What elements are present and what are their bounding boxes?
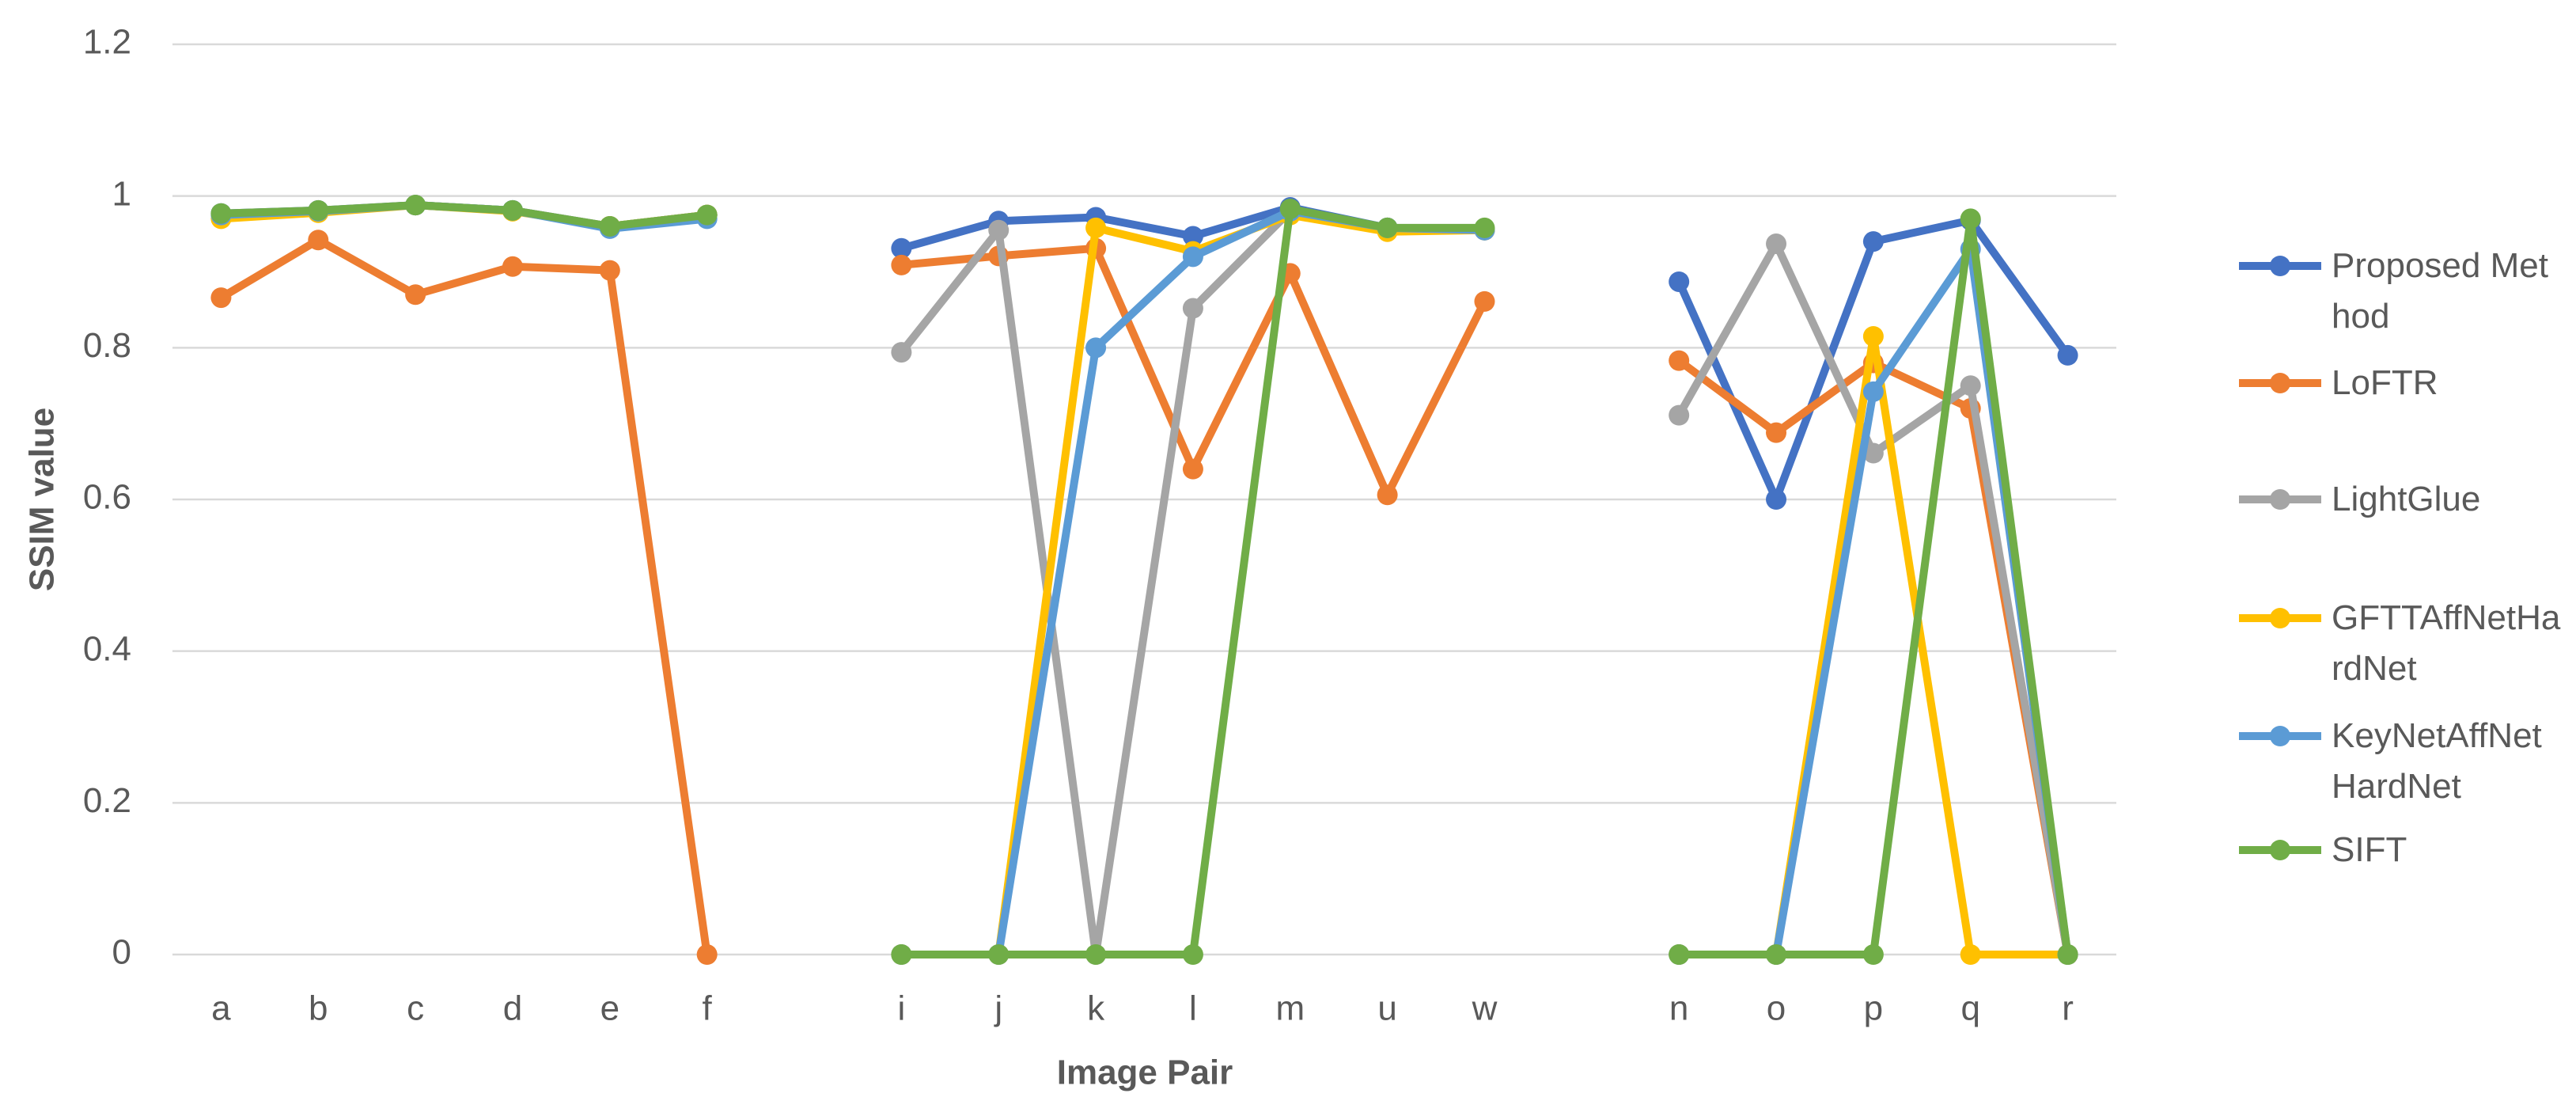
x-tick-label: l (1189, 989, 1197, 1028)
series-line (900, 244, 1488, 499)
legend-label: LoFTR (2332, 363, 2438, 402)
data-point (988, 219, 1010, 241)
data-point (2057, 344, 2078, 366)
x-tick-label: c (407, 989, 424, 1028)
y-tick-label: 0.6 (83, 478, 131, 517)
data-point (1669, 404, 1690, 426)
x-axis-title: Image Pair (1057, 1053, 1233, 1092)
legend-label: Proposed Method (2332, 246, 2548, 336)
data-point (599, 216, 620, 237)
data-point (1669, 944, 1690, 965)
x-tick-label: r (2062, 989, 2074, 1028)
x-tick-label: i (897, 989, 905, 1028)
x-tick-label: d (503, 989, 522, 1028)
data-point (1862, 381, 1884, 402)
data-point (1862, 231, 1884, 252)
x-tick-label: p (1864, 989, 1883, 1028)
y-tick-label: 1.2 (83, 23, 131, 62)
data-point (1182, 944, 1203, 965)
x-tick-label: j (993, 989, 1002, 1028)
data-point (1766, 489, 1787, 510)
y-tick-label: 0 (112, 933, 131, 972)
data-point (1669, 350, 1690, 371)
x-tick-label: a (211, 989, 231, 1028)
data-point (988, 944, 1010, 965)
data-point (502, 256, 523, 277)
data-point (308, 199, 329, 221)
data-point (1377, 484, 1398, 506)
data-point (1862, 325, 1884, 347)
data-point (599, 260, 620, 281)
legend-marker (2270, 256, 2290, 276)
x-tick-label: q (1960, 989, 1979, 1028)
legend-label: KeyNetAffNetHardNet (2332, 716, 2542, 806)
x-tick-label: b (309, 989, 328, 1028)
x-tick-label: f (703, 989, 713, 1028)
data-point (1862, 442, 1884, 464)
x-tick-label: w (1472, 989, 1498, 1028)
y-tick-label: 0.4 (83, 629, 131, 668)
data-point (1474, 290, 1495, 312)
y-axis-title: SSIM value (23, 408, 62, 591)
data-point (1182, 246, 1203, 268)
data-point (1960, 944, 1981, 965)
data-point (1766, 422, 1787, 443)
data-point (891, 237, 912, 259)
x-tick-label: o (1767, 989, 1786, 1028)
data-point (1669, 271, 1690, 292)
legend-marker (2270, 608, 2290, 628)
data-point (891, 254, 912, 275)
series-line (218, 236, 711, 955)
legend-marker (2270, 489, 2290, 510)
data-point (1960, 375, 1981, 397)
x-tick-label: e (600, 989, 619, 1028)
x-tick-label: u (1377, 989, 1396, 1028)
legend-marker (2270, 726, 2290, 746)
data-point (696, 204, 718, 226)
data-point (1862, 944, 1884, 965)
data-point (1474, 217, 1495, 238)
data-point (1182, 458, 1203, 480)
data-point (405, 195, 426, 216)
legend-marker (2270, 373, 2290, 393)
data-point (1085, 337, 1107, 359)
series-line (221, 201, 708, 230)
legend-label: SIFT (2332, 830, 2407, 869)
data-point (1279, 198, 1301, 219)
x-tick-label: m (1275, 989, 1305, 1028)
data-point (1182, 226, 1203, 247)
data-point (1377, 217, 1398, 238)
x-tick-label: k (1087, 989, 1105, 1028)
data-point (1182, 298, 1203, 319)
data-point (405, 284, 426, 306)
legend-label: LightGlue (2332, 480, 2481, 518)
data-point (1085, 944, 1107, 965)
data-point (502, 199, 523, 221)
x-tick-label: n (1669, 989, 1688, 1028)
data-point (1085, 217, 1107, 238)
data-point (891, 944, 912, 965)
y-tick-label: 1 (112, 174, 131, 213)
data-point (2057, 944, 2078, 965)
legend-label: GFTTAffNetHardNet (2332, 598, 2561, 688)
data-point (1766, 233, 1787, 255)
data-point (891, 342, 912, 363)
series-line (898, 207, 1485, 958)
y-tick-label: 0.2 (83, 781, 131, 820)
data-point (308, 230, 329, 251)
y-tick-label: 0.8 (83, 326, 131, 365)
data-point (1960, 208, 1981, 230)
data-point (1766, 944, 1787, 965)
data-point (210, 203, 232, 224)
data-point (210, 287, 232, 309)
data-point (696, 944, 718, 965)
legend-marker (2270, 840, 2290, 860)
